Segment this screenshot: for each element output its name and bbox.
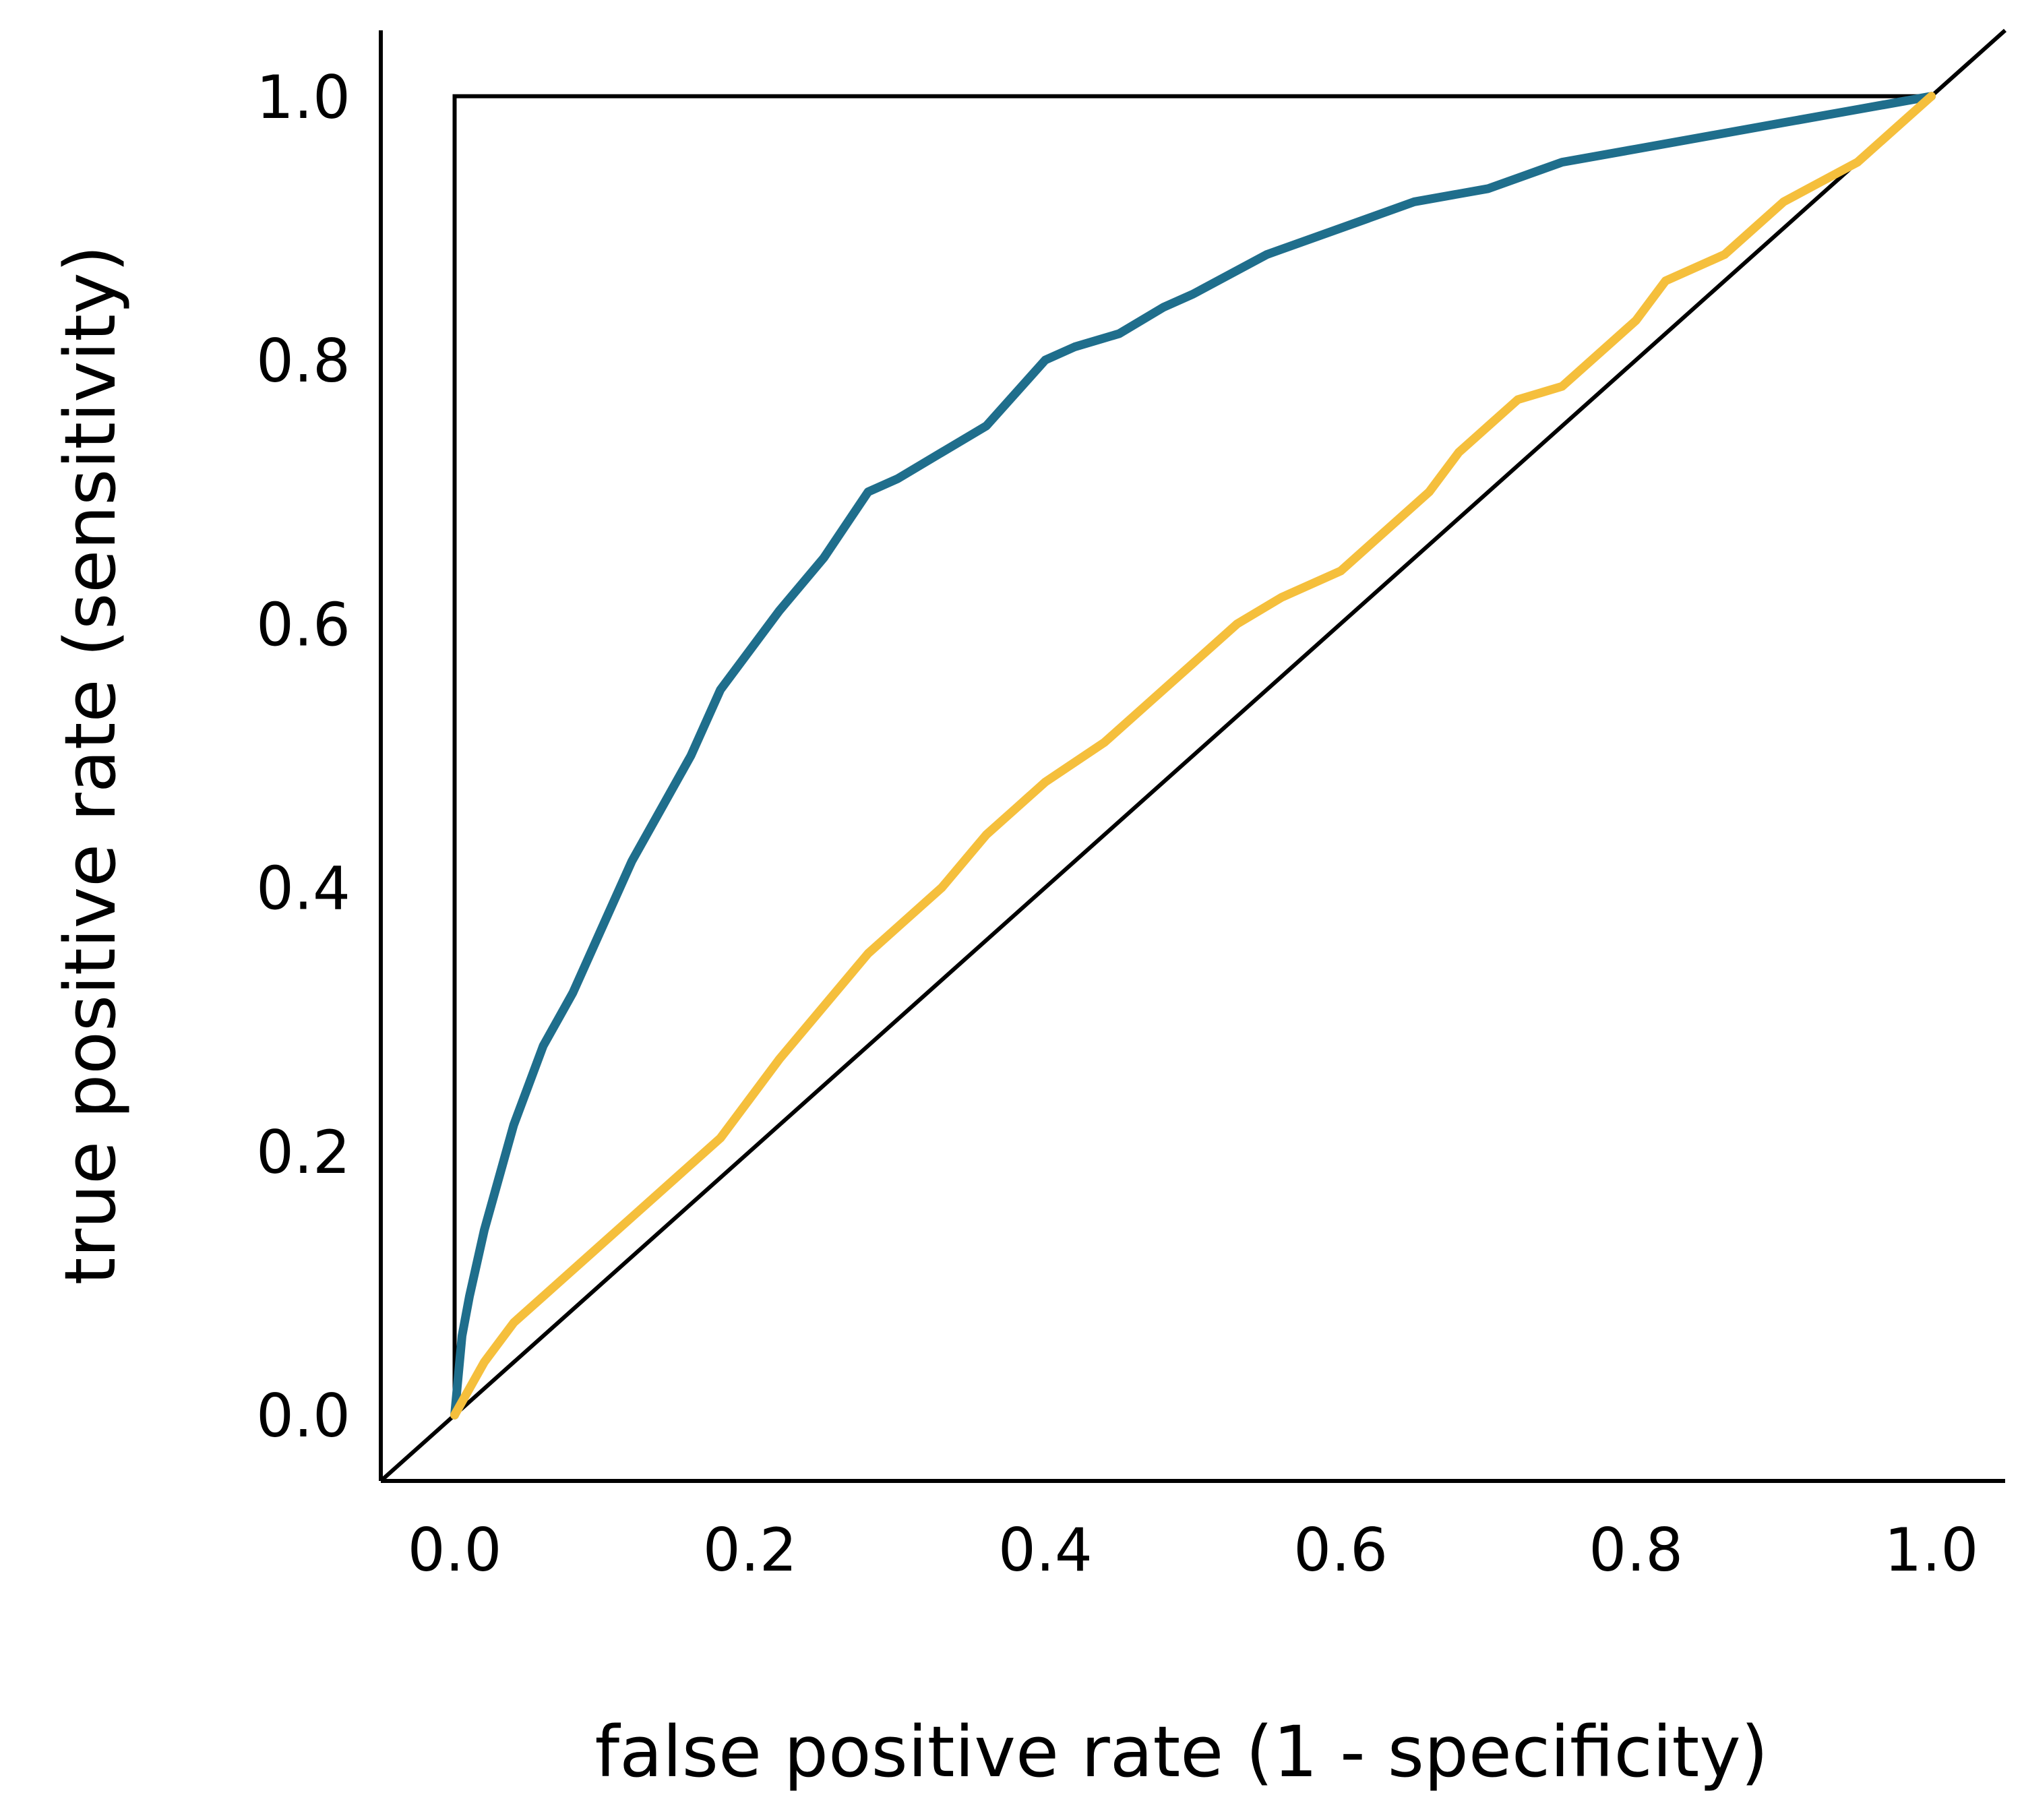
y-axis-title: true positive rate (sensitivity) [49,245,131,1285]
y-tick-label: 1.0 [256,63,350,132]
series-lines [450,92,1936,1420]
series-line-1 [450,92,1936,1420]
axes [379,30,2005,1483]
x-tick-label: 0.2 [703,1515,797,1585]
x-tick-label: 0.0 [408,1515,502,1585]
x-tick-label: 1.0 [1884,1515,1978,1585]
x-tick-label: 0.4 [998,1515,1093,1585]
y-tick-label: 0.0 [256,1381,350,1451]
y-tick-label: 0.6 [256,590,350,659]
y-tick-label: 0.8 [256,326,350,396]
reference-lines [379,28,2006,1483]
perfect-classifier-line [452,94,1932,1416]
chance-diagonal-line [379,28,2006,1483]
x-tick-label: 0.8 [1589,1515,1683,1585]
x-tick-label: 0.6 [1293,1515,1388,1585]
tick-labels: 0.0 0.2 0.4 0.6 0.8 1.0 0.0 0.2 0.4 0.6 0.8 1.0 [256,63,1978,1585]
x-axis-title: false positive rate (1 - specificity) [595,1711,1769,1793]
y-tick-label: 0.4 [256,854,350,923]
y-tick-label: 0.2 [256,1118,350,1187]
series-line-2 [450,92,1936,1420]
